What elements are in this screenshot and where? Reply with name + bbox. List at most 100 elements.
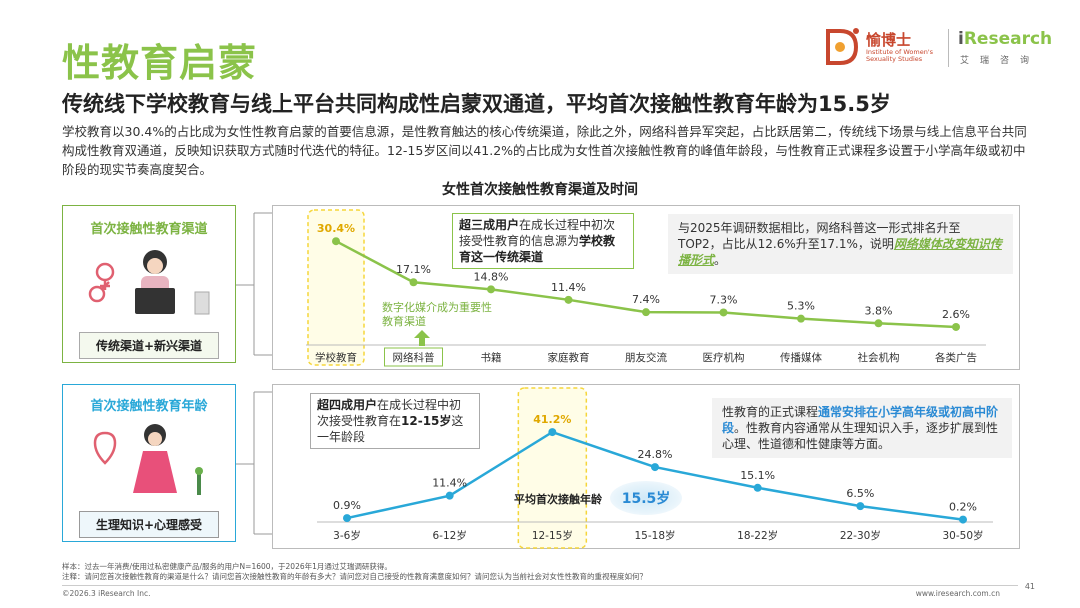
category-label: 3-6岁 [333,529,361,542]
channel-callout-left: 超三成用户在成长过程中初次接受性教育的信息源为学校教育这一传统渠道 [452,213,634,269]
data-label: 41.2% [533,413,571,426]
data-point [856,502,865,511]
data-label: 6.5% [846,487,874,500]
category-label: 家庭教育 [548,351,590,364]
channel-callout-right-text1: 与2025年调研数据相比，网络科普这一形式排名升至TOP2，占比从12.6%升至… [678,221,961,251]
age-callout-right-text1: 性教育的正式课程 [722,405,819,419]
category-label: 医疗机构 [703,351,745,364]
data-point [952,322,960,331]
category-label: 传播媒体 [780,351,822,364]
data-point [797,314,805,323]
age-callout-left-bold2: 12-15岁 [401,414,452,428]
data-label: 14.8% [474,270,509,283]
data-point [548,428,557,437]
brand-dr-subtitle: Institute of Women's Sexuality Studies [866,48,934,63]
category-label: 各类广告 [935,351,977,364]
data-label: 3.8% [865,304,893,317]
age-callout-left: 超四成用户在成长过程中初次接受性教育在12-15岁这一年龄段 [310,393,480,449]
data-point [753,483,762,492]
channel-callout-right-text2: 。 [714,253,727,267]
channel-illustration-icon [88,250,210,315]
panel1-connector-icon [236,212,274,356]
footer-divider [62,585,1018,586]
panel2-connector-icon [236,391,274,535]
data-label: 0.2% [949,501,977,514]
channel-line-chart: 30.4% 学校教育 17.1% 网络科普 14.8% 书籍 11.4% 家庭教育 7.4% 朋友… [306,209,986,367]
category-label: 学校教育 [315,351,357,364]
category-label: 15-18岁 [634,529,675,542]
up-arrow-icon [414,330,430,346]
category-label: 6-12岁 [432,529,466,542]
data-label: 17.1% [396,263,431,276]
age-panel-title: 首次接触性教育年龄 [90,399,208,414]
category-label: 12-15岁 [532,529,573,542]
channel-callout-left-text1: 在成长过程中初次接受性教育的信息源为 [459,218,616,248]
logo-separator [948,29,949,67]
data-point [959,515,967,524]
channel-tag: 传统渠道+新兴渠道 [79,332,219,359]
data-label: 5.3% [787,300,815,313]
category-label: 朋友交流 [625,351,667,364]
data-point [874,319,883,328]
footer-copyright: ©2026.3 iResearch Inc. [62,589,151,598]
age-callout-right-highlight: 通常安排在小学高年级或初高中阶段 [722,405,999,435]
age-callout-left-text1: 在成长过程中初次接受性教育在 [317,398,462,428]
data-point [642,308,650,317]
data-point [332,237,340,246]
data-point [564,295,573,304]
channel-callout-left-bold1: 超三成用户 [459,218,520,232]
channel-callout-digital: 数字化媒介成为重要性教育渠道 [382,301,492,328]
data-point [719,308,728,317]
category-label: 30-50岁 [942,529,983,542]
age-line-chart: 0.9% 3-6岁 11.4% 6-12岁 41.2% 12-15岁 24.8% 15-18岁… [317,387,993,549]
brand-dr-name: 愉博士 [866,31,912,49]
highlight-box [517,387,588,549]
category-label: 书籍 [481,351,502,364]
brand-iresearch-subtitle: 艾瑞咨询 [960,56,1041,66]
brand-iresearch-name: iResearch [958,29,1052,49]
data-point [487,285,495,294]
age-label-panel: 首次接触性教育年龄 生理知识+心理感受 [62,384,236,542]
data-point [409,278,418,287]
footer-note: 注释：请问您首次接触性教育的渠道是什么？请问您首次接触性教育的年龄有多大？请问您… [62,572,647,581]
data-point [445,491,454,500]
channel-callout-left-bold2: 学校教育这一传统渠道 [459,234,616,264]
data-label: 11.4% [432,477,467,490]
age-callout-left-bold1: 超四成用户 [317,398,378,412]
footer-source: 样本：过去一年消费/使用过私密健康产品/服务的用户N=1600，于2026年1月… [62,562,647,582]
summary-paragraph: 学校教育以30.4%的占比成为女性性教育启蒙的首要信息源，是性教育触达的核心传统… [62,124,1027,177]
category-box [384,347,443,367]
category-label: 网络科普 [393,351,435,364]
avg-age-label: 平均首次接触年龄 [514,493,602,506]
age-tag: 生理知识+心理感受 [79,511,219,538]
data-label: 7.4% [632,293,660,306]
data-label: 0.9% [333,499,361,512]
data-label: 24.8% [638,448,673,461]
data-label: 15.1% [740,469,775,482]
data-point [343,514,351,523]
channel-callout-right: 与2025年调研数据相比，网络科普这一形式排名升至TOP2，占比从12.6%升至… [668,214,1013,274]
age-callout-left-text2: 这一年龄段 [317,414,464,444]
data-label: 30.4% [317,222,355,235]
logo-block: 愉博士 Institute of Women's Sexuality Studi… [820,25,1052,75]
age-callout-right-text2: 。性教育内容通常从生理知识入手，逐步扩展到性心理、性道德和性健康等方面。 [722,421,999,451]
page-number: 41 [1024,582,1035,591]
footer-url: www.iresearch.com.cn [915,589,1000,598]
data-label: 7.3% [710,293,738,306]
category-label: 22-30岁 [840,529,881,542]
data-point [651,463,659,472]
footer-sample: 样本：过去一年消费/使用过私密健康产品/服务的用户N=1600，于2026年1月… [62,562,392,571]
category-label: 18-22岁 [737,529,778,542]
age-illustration-icon [93,424,203,495]
dr-yu-logo-icon [826,28,859,65]
chart-title: 女性首次接触性教育渠道及时间 [442,182,638,198]
page-subtitle: 传统线下学校教育与线上平台共同构成性启蒙双通道，平均首次接触性教育年龄为15.5… [62,92,891,116]
data-label: 2.6% [942,308,970,321]
avg-age-badge [610,481,682,515]
category-label: 社会机构 [858,351,900,364]
channel-panel-title: 首次接触性教育渠道 [90,222,208,237]
page-title: 性教育启蒙 [62,41,258,85]
avg-age-value: 15.5岁 [621,491,671,507]
data-label: 11.4% [551,281,586,294]
brand-iresearch-word: Research [963,29,1053,49]
